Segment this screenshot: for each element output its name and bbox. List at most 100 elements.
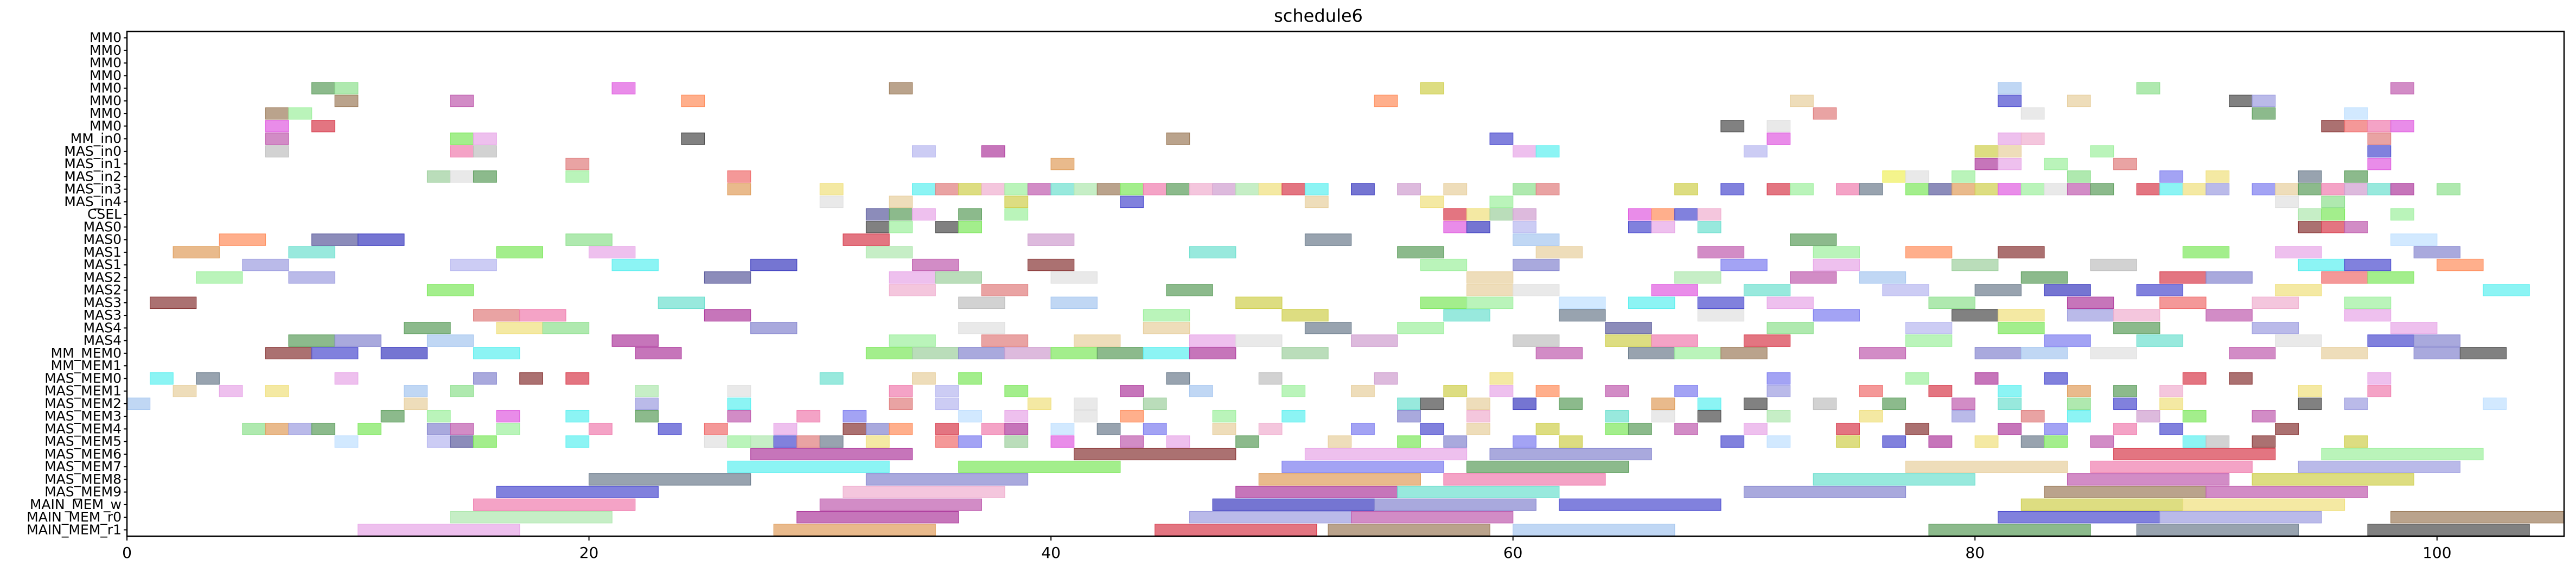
task-bar — [750, 435, 774, 448]
task-bar — [865, 473, 1029, 486]
x-tick-label: 100 — [2422, 544, 2451, 562]
task-bar — [334, 372, 359, 385]
task-bar — [912, 145, 936, 158]
task-bar — [958, 410, 982, 423]
task-bar — [2020, 132, 2045, 145]
task-bar — [912, 208, 936, 221]
row-label: MAS_MEM2 — [44, 396, 122, 411]
task-bar — [2113, 322, 2160, 334]
task-bar — [1443, 208, 1468, 221]
task-bar — [1628, 208, 1652, 221]
task-bar — [1443, 385, 1468, 397]
task-bar — [426, 410, 451, 423]
task-bar — [2344, 309, 2392, 322]
task-bar — [2459, 347, 2507, 360]
task-bar — [473, 145, 497, 158]
task-bar — [2090, 145, 2114, 158]
task-bar — [2344, 120, 2368, 132]
task-bar — [2390, 208, 2414, 221]
task-bar — [1420, 258, 1468, 271]
task-bar — [2275, 246, 2322, 259]
task-bar — [1004, 208, 1029, 221]
row-label: MM0 — [90, 105, 122, 121]
task-bar — [1790, 233, 1837, 246]
task-bar — [727, 460, 890, 473]
task-bar — [450, 511, 613, 524]
task-bar — [704, 423, 728, 435]
task-bar — [1050, 157, 1075, 170]
task-bar — [704, 271, 751, 284]
task-bar — [519, 372, 544, 385]
task-bar — [727, 170, 751, 183]
task-bar — [1882, 170, 1907, 183]
task-bar — [1166, 372, 1190, 385]
task-bar — [1281, 460, 1444, 473]
task-bar — [1489, 372, 1514, 385]
task-bar — [2252, 296, 2299, 309]
task-bar — [1397, 397, 1421, 410]
task-bar — [2321, 271, 2368, 284]
task-bar — [865, 347, 913, 360]
task-bar — [2252, 107, 2276, 120]
task-bar — [2437, 183, 2460, 195]
task-bar — [311, 233, 359, 246]
task-bar — [1050, 435, 1075, 448]
row-label: MAS_MEM3 — [44, 408, 122, 424]
task-bar — [1397, 322, 1444, 334]
task-bar — [2367, 372, 2392, 385]
task-bar — [1998, 397, 2022, 410]
task-bar — [2136, 334, 2184, 347]
task-bar — [889, 195, 913, 208]
task-bar — [889, 284, 936, 296]
task-bar — [1952, 170, 1975, 183]
task-bar — [1998, 246, 2045, 259]
task-bar — [611, 82, 636, 94]
row-label: MM0 — [90, 67, 122, 83]
row-label: MAS_MEM0 — [44, 370, 122, 386]
task-bar — [426, 284, 474, 296]
task-bar — [496, 410, 520, 423]
task-bar — [1420, 296, 1468, 309]
task-bar — [681, 132, 705, 145]
task-bar — [311, 120, 335, 132]
task-bar — [2275, 423, 2299, 435]
task-bar — [1466, 271, 1514, 284]
row-label: MAS_MEM7 — [44, 459, 122, 474]
task-bar — [2044, 334, 2091, 347]
task-bar — [1420, 397, 1444, 410]
task-bar — [565, 157, 590, 170]
task-bar — [1974, 435, 1999, 448]
task-bar — [2298, 385, 2322, 397]
task-bar — [1212, 183, 1236, 195]
task-bar — [1258, 423, 1283, 435]
task-bar — [1189, 385, 1213, 397]
task-bar — [635, 410, 659, 423]
task-bar — [2321, 195, 2345, 208]
task-bar — [1535, 183, 1560, 195]
task-bar — [2113, 309, 2160, 322]
task-bar — [1535, 246, 1583, 259]
task-bar — [1189, 334, 1236, 347]
task-bar — [2229, 94, 2253, 107]
task-bar — [2252, 435, 2276, 448]
task-bar — [496, 246, 544, 259]
task-bar — [173, 385, 197, 397]
task-bar — [1859, 347, 1907, 360]
task-bar — [2067, 385, 2091, 397]
task-bar — [2205, 170, 2230, 183]
task-bar — [796, 435, 820, 448]
task-bar — [1281, 385, 1306, 397]
task-bar — [1974, 284, 2022, 296]
task-bar — [2090, 435, 2114, 448]
task-bar — [1489, 208, 1514, 221]
task-bar — [1489, 195, 1514, 208]
task-bar — [2020, 271, 2068, 284]
task-bar — [1697, 208, 1721, 221]
task-bar — [1513, 183, 1536, 195]
task-bar — [1235, 334, 1283, 347]
task-bar — [889, 271, 936, 284]
task-bar — [1651, 410, 1675, 423]
task-bar — [2367, 157, 2392, 170]
task-bar — [1489, 385, 1514, 397]
